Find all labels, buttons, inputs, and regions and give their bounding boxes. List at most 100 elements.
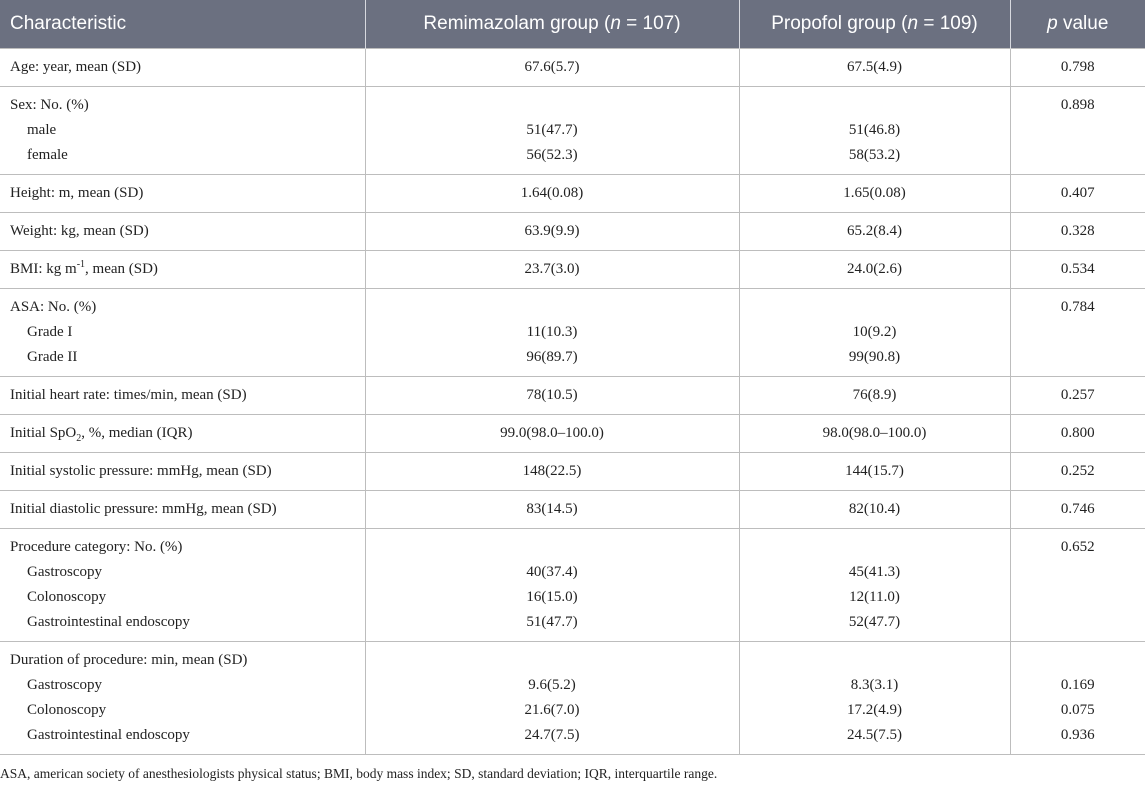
p-value: 0.534 [1009,250,1145,289]
table-row-systolic-pressure: Initial systolic pressure: mmHg, mean (S… [0,452,1145,491]
row-label: Sex: No. (%) [10,97,89,113]
header-remimazolam-group: Remimazolam group (n = 107) [365,0,740,49]
row-label: Duration of procedure: min, mean (SD) [10,652,248,668]
sub-label-female: female [27,147,68,163]
p-values: 0.898 [1009,86,1145,175]
p-value: 0.798 [1009,48,1145,87]
propofol-values: 8.3(3.1) 17.2(4.9) 24.5(7.5) [738,641,1011,755]
remimazolam-value: 21.6(7.0) [524,702,580,718]
sub-label-gastroscopy: Gastroscopy [27,677,102,693]
propofol-value: 98.0(98.0–100.0) [738,414,1011,453]
remimazolam-values: 11(10.3) 96(89.7) [364,288,740,377]
remimazolam-value: 11(10.3) [526,324,578,340]
propofol-value: 45(41.3) [848,564,901,580]
sub-label-grade-1: Grade I [27,324,73,340]
remimazolam-values: 51(47.7) 56(52.3) [364,86,740,175]
propofol-value: 58(53.2) [848,147,901,163]
remimazolam-value: 51(47.7) [526,614,578,630]
header-propofol-group: Propofol group (n = 109) [739,0,1011,49]
row-label-group: Sex: No. (%) male female [0,86,366,175]
row-label-group: ASA: No. (%) Grade I Grade II [0,288,366,377]
baseline-characteristics-table: Characteristic Remimazolam group (n = 10… [0,0,1145,755]
table-row-diastolic-pressure: Initial diastolic pressure: mmHg, mean (… [0,490,1145,529]
table-row-asa: ASA: No. (%) Grade I Grade II 11(10.3) 9… [0,288,1145,377]
p-value: 0.257 [1009,376,1145,415]
table-row-weight: Weight: kg, mean (SD) 63.9(9.9) 65.2(8.4… [0,212,1145,251]
remimazolam-value: 83(14.5) [364,490,740,529]
row-label: Age: year, mean (SD) [0,48,366,87]
propofol-value: 144(15.7) [738,452,1011,491]
sub-label-grade-2: Grade II [27,349,78,365]
header-characteristic: Characteristic [0,0,366,49]
propofol-value: 8.3(3.1) [850,677,899,693]
remimazolam-value: 40(37.4) [526,564,578,580]
remimazolam-values: 40(37.4) 16(15.0) 51(47.7) [364,528,740,642]
propofol-value: 99(90.8) [848,349,901,365]
remimazolam-value: 56(52.3) [526,147,578,163]
row-label: BMI: kg m-1, mean (SD) [0,250,366,289]
p-value: 0.328 [1009,212,1145,251]
propofol-value: 12(11.0) [849,589,900,605]
row-label: Initial systolic pressure: mmHg, mean (S… [0,452,366,491]
p-values: 0.169 0.075 0.936 [1009,641,1145,755]
row-label: Initial heart rate: times/min, mean (SD) [0,376,366,415]
remimazolam-value: 67.6(5.7) [364,48,740,87]
row-label: Height: m, mean (SD) [0,174,366,213]
remimazolam-value: 99.0(98.0–100.0) [364,414,740,453]
propofol-value: 67.5(4.9) [738,48,1011,87]
row-label: Initial diastolic pressure: mmHg, mean (… [0,490,366,529]
propofol-value: 52(47.7) [848,614,901,630]
table-row-heart-rate: Initial heart rate: times/min, mean (SD)… [0,376,1145,415]
remimazolam-value: 96(89.7) [526,349,578,365]
remimazolam-value: 148(22.5) [364,452,740,491]
propofol-value: 24.0(2.6) [738,250,1011,289]
table-row-procedure-duration: Duration of procedure: min, mean (SD) Ga… [0,641,1145,755]
remimazolam-value: 23.7(3.0) [364,250,740,289]
p-value: 0.252 [1009,452,1145,491]
table-header-row: Characteristic Remimazolam group (n = 10… [0,0,1145,49]
p-values: 0.784 [1009,288,1145,377]
table-row-procedure-category: Procedure category: No. (%) Gastroscopy … [0,528,1145,642]
header-p-value: p value [1010,0,1145,49]
propofol-value: 10(9.2) [852,324,897,340]
propofol-values: 10(9.2) 99(90.8) [738,288,1011,377]
remimazolam-value: 63.9(9.9) [364,212,740,251]
row-label: Procedure category: No. (%) [10,539,183,555]
row-label-group: Duration of procedure: min, mean (SD) Ga… [0,641,366,755]
remimazolam-value: 9.6(5.2) [528,677,576,693]
remimazolam-value: 16(15.0) [526,589,578,605]
p-value: 0.898 [1060,97,1095,113]
propofol-values: 51(46.8) 58(53.2) [738,86,1011,175]
propofol-value: 1.65(0.08) [738,174,1011,213]
propofol-values: 45(41.3) 12(11.0) 52(47.7) [738,528,1011,642]
remimazolam-value: 51(47.7) [526,122,578,138]
propofol-value: 51(46.8) [848,122,901,138]
row-label: Weight: kg, mean (SD) [0,212,366,251]
sub-label-male: male [27,122,57,138]
propofol-value: 76(8.9) [738,376,1011,415]
p-value: 0.746 [1009,490,1145,529]
propofol-value: 65.2(8.4) [738,212,1011,251]
remimazolam-values: 9.6(5.2) 21.6(7.0) 24.7(7.5) [364,641,740,755]
propofol-value: 24.5(7.5) [847,727,902,743]
row-label: ASA: No. (%) [10,299,97,315]
p-value: 0.784 [1060,299,1095,315]
propofol-value: 17.2(4.9) [847,702,902,718]
row-label: Initial SpO2, %, median (IQR) [0,414,366,453]
p-value: 0.800 [1009,414,1145,453]
propofol-value: 82(10.4) [738,490,1011,529]
sub-label-gi-endoscopy: Gastrointestinal endoscopy [27,727,190,743]
p-value: 0.407 [1009,174,1145,213]
sub-label-gastroscopy: Gastroscopy [27,564,102,580]
row-label-group: Procedure category: No. (%) Gastroscopy … [0,528,366,642]
table-footnote: ASA, american society of anesthesiologis… [0,766,718,781]
remimazolam-value: 1.64(0.08) [364,174,740,213]
p-value: 0.169 [1060,677,1095,693]
remimazolam-value: 78(10.5) [364,376,740,415]
remimazolam-value: 24.7(7.5) [524,727,580,743]
p-value: 0.075 [1060,702,1095,718]
table-row-sex: Sex: No. (%) male female 51(47.7) 56(52.… [0,86,1145,175]
sub-label-gi-endoscopy: Gastrointestinal endoscopy [27,614,190,630]
table-row-spo2: Initial SpO2, %, median (IQR) 99.0(98.0–… [0,414,1145,453]
table-row-bmi: BMI: kg m-1, mean (SD) 23.7(3.0) 24.0(2.… [0,250,1145,289]
